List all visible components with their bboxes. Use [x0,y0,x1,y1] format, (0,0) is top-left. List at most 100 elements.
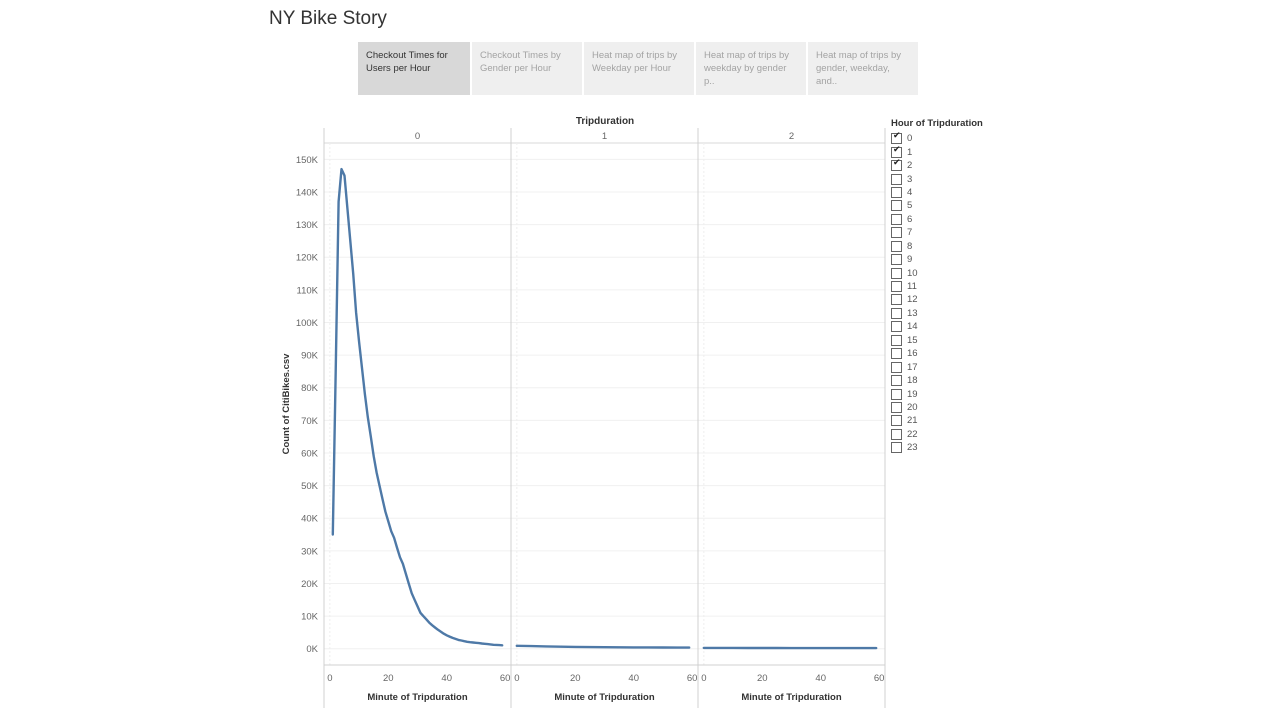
legend-item-hour-5[interactable]: 5 [891,199,983,212]
panel-header-label: 1 [602,131,607,142]
story-tabs: Checkout Times for Users per Hour Checko… [358,42,918,95]
tab-checkout-times-gender[interactable]: Checkout Times by Gender per Hour [472,42,582,95]
y-tick-label: 0K [306,644,318,655]
legend-item-hour-23[interactable]: 23 [891,441,983,454]
checkbox-icon[interactable] [891,131,902,145]
y-tick-label: 150K [296,155,319,166]
y-tick-label: 40K [301,514,319,525]
legend-item-hour-22[interactable]: 22 [891,428,983,441]
series-line-hour-1 [515,644,691,649]
checkbox-icon[interactable] [891,442,902,454]
checkbox-icon[interactable] [891,334,902,346]
legend-item-hour-17[interactable]: 17 [891,360,983,373]
legend-item-hour-18[interactable]: 18 [891,374,983,387]
legend-item-hour-0[interactable]: 0 [891,131,983,145]
legend-item-hour-3[interactable]: 3 [891,172,983,185]
legend-item-label: 7 [907,227,913,239]
legend-item-label: 8 [907,240,913,252]
y-tick-label: 60K [301,448,319,459]
checkbox-icon[interactable] [891,307,902,319]
legend-item-label: 2 [907,160,913,172]
checkbox-icon[interactable] [891,254,902,266]
checkbox-icon[interactable] [891,428,902,440]
legend-item-hour-19[interactable]: 19 [891,387,983,400]
x-tick-label: 60 [500,673,511,684]
tab-checkout-times-users[interactable]: Checkout Times for Users per Hour [358,42,470,95]
checkbox-icon[interactable] [891,240,902,252]
y-tick-label: 80K [301,383,319,394]
checkbox-icon[interactable] [891,200,902,212]
checkbox-icon[interactable] [891,213,902,225]
legend-item-label: 13 [907,307,918,319]
legend-item-label: 20 [907,401,918,413]
legend-item-label: 15 [907,334,918,346]
facet-title: Tripduration [576,116,634,127]
checkbox-icon[interactable] [891,388,902,400]
y-tick-label: 90K [301,351,319,362]
tab-heatmap-weekday-gender[interactable]: Heat map of trips by weekday by gender p… [696,42,806,95]
x-tick-label: 0 [514,673,519,684]
legend-item-label: 17 [907,361,918,373]
checkbox-icon[interactable] [891,173,902,185]
legend-item-hour-8[interactable]: 8 [891,240,983,253]
legend-item-hour-13[interactable]: 13 [891,307,983,320]
x-tick-label: 0 [327,673,332,684]
x-tick-label: 60 [687,673,698,684]
legend-item-hour-6[interactable]: 6 [891,213,983,226]
checkbox-icon[interactable] [891,415,902,427]
checkbox-icon[interactable] [891,227,902,239]
checkbox-icon[interactable] [891,361,902,373]
checkbox-icon[interactable] [891,401,902,413]
tab-heatmap-weekday[interactable]: Heat map of trips by Weekday per Hour [584,42,694,95]
legend-item-label: 21 [907,415,918,427]
x-tick-label: 40 [628,673,639,684]
hour-filter-legend: Hour of Tripduration 0123456789101112131… [891,118,983,455]
legend-item-hour-4[interactable]: 4 [891,186,983,199]
checkbox-icon[interactable] [891,145,902,158]
legend-item-hour-9[interactable]: 9 [891,253,983,266]
legend-items: 01234567891011121314151617181920212223 [891,131,983,455]
legend-item-hour-16[interactable]: 16 [891,347,983,360]
tab-heatmap-gender-weekday[interactable]: Heat map of trips by gender, weekday, an… [808,42,918,95]
legend-item-label: 14 [907,321,918,333]
legend-item-hour-15[interactable]: 15 [891,334,983,347]
y-tick-label: 120K [296,253,319,264]
legend-item-hour-7[interactable]: 7 [891,226,983,239]
x-tick-label: 20 [570,673,581,684]
legend-item-label: 3 [907,173,913,185]
legend-item-hour-11[interactable]: 11 [891,280,983,293]
y-axis-label: Count of CitiBikes.csv [281,353,292,455]
story-title: NY Bike Story [269,8,387,29]
legend-item-label: 22 [907,428,918,440]
y-tick-label: 30K [301,546,319,557]
panel-header-label: 2 [789,131,794,142]
checkbox-icon[interactable] [891,294,902,306]
legend-item-label: 18 [907,375,918,387]
legend-item-hour-14[interactable]: 14 [891,320,983,333]
checkbox-icon[interactable] [891,158,902,172]
checkbox-icon[interactable] [891,321,902,333]
y-tick-label: 100K [296,318,319,329]
legend-item-hour-1[interactable]: 1 [891,145,983,158]
x-axis-label: Minute of Tripduration [741,692,841,703]
legend-item-hour-12[interactable]: 12 [891,293,983,306]
tab-label: Checkout Times for Users per Hour [366,50,448,74]
checkbox-icon[interactable] [891,267,902,279]
legend-item-label: 5 [907,200,913,212]
tab-label: Heat map of trips by gender, weekday, an… [816,50,902,87]
legend-item-hour-10[interactable]: 10 [891,266,983,279]
legend-item-label: 23 [907,442,918,454]
legend-item-hour-20[interactable]: 20 [891,401,983,414]
checkbox-icon[interactable] [891,281,902,293]
y-tick-label: 10K [301,612,319,623]
checkout-times-chart: Tripduration 0 0 20 40 60 Minute of Tripdurati… [281,116,886,708]
legend-item-hour-2[interactable]: 2 [891,158,983,172]
x-axis-label: Minute of Tripduration [554,692,654,703]
checkbox-icon[interactable] [891,348,902,360]
x-tick-label: 20 [383,673,394,684]
checkbox-icon[interactable] [891,186,902,198]
legend-item-hour-21[interactable]: 21 [891,414,983,427]
legend-item-label: 4 [907,186,913,198]
series-line-hour-0 [331,167,504,647]
checkbox-icon[interactable] [891,375,902,387]
